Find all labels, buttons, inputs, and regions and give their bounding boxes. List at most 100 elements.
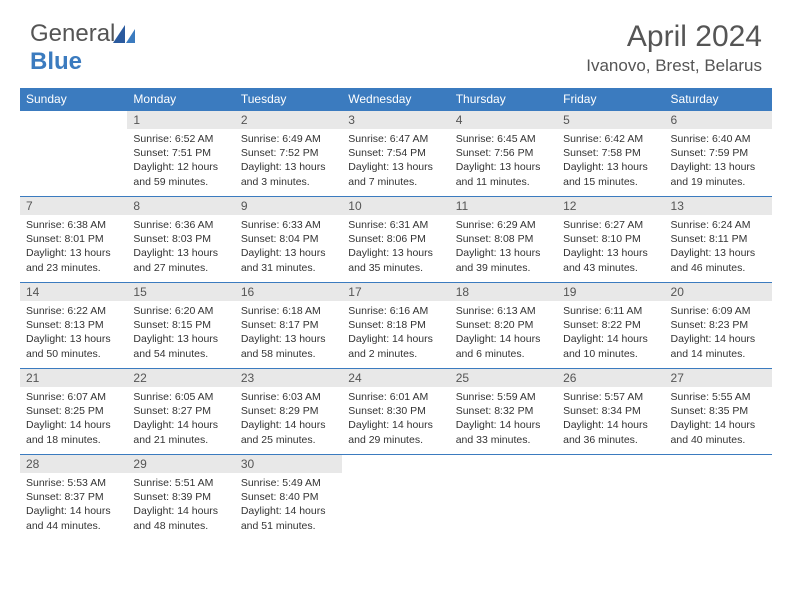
daylight-text: Daylight: 13 hours and 3 minutes. — [241, 160, 336, 188]
daylight-text: Daylight: 13 hours and 31 minutes. — [241, 246, 336, 274]
day-number: 28 — [20, 455, 127, 473]
daylight-text: Daylight: 13 hours and 11 minutes. — [456, 160, 551, 188]
day-info: Sunrise: 6:36 AMSunset: 8:03 PMDaylight:… — [127, 215, 234, 278]
day-info: Sunrise: 5:53 AMSunset: 8:37 PMDaylight:… — [20, 473, 127, 536]
daylight-text: Daylight: 14 hours and 44 minutes. — [26, 504, 121, 532]
weekday-header: Friday — [557, 88, 664, 111]
sunset-text: Sunset: 8:22 PM — [563, 318, 658, 332]
calendar-cell: 5Sunrise: 6:42 AMSunset: 7:58 PMDaylight… — [557, 111, 664, 197]
calendar-cell: 13Sunrise: 6:24 AMSunset: 8:11 PMDayligh… — [665, 197, 772, 283]
day-info: Sunrise: 6:38 AMSunset: 8:01 PMDaylight:… — [20, 215, 127, 278]
day-number: 3 — [342, 111, 449, 129]
logo: GeneralBlue — [30, 20, 135, 76]
day-number: 19 — [557, 283, 664, 301]
calendar-cell — [665, 455, 772, 541]
day-info: Sunrise: 6:03 AMSunset: 8:29 PMDaylight:… — [235, 387, 342, 450]
sunset-text: Sunset: 8:40 PM — [241, 490, 336, 504]
sunset-text: Sunset: 7:54 PM — [348, 146, 443, 160]
calendar-row: 1Sunrise: 6:52 AMSunset: 7:51 PMDaylight… — [20, 111, 772, 197]
calendar-cell: 20Sunrise: 6:09 AMSunset: 8:23 PMDayligh… — [665, 283, 772, 369]
logo-sail-icon — [113, 22, 135, 40]
day-info: Sunrise: 5:59 AMSunset: 8:32 PMDaylight:… — [450, 387, 557, 450]
calendar-cell: 12Sunrise: 6:27 AMSunset: 8:10 PMDayligh… — [557, 197, 664, 283]
daylight-text: Daylight: 13 hours and 50 minutes. — [26, 332, 121, 360]
calendar-cell: 10Sunrise: 6:31 AMSunset: 8:06 PMDayligh… — [342, 197, 449, 283]
calendar-cell: 28Sunrise: 5:53 AMSunset: 8:37 PMDayligh… — [20, 455, 127, 541]
day-number: 18 — [450, 283, 557, 301]
sunset-text: Sunset: 8:10 PM — [563, 232, 658, 246]
calendar-cell: 30Sunrise: 5:49 AMSunset: 8:40 PMDayligh… — [235, 455, 342, 541]
sunrise-text: Sunrise: 6:03 AM — [241, 390, 336, 404]
day-info: Sunrise: 6:42 AMSunset: 7:58 PMDaylight:… — [557, 129, 664, 192]
sunrise-text: Sunrise: 6:40 AM — [671, 132, 766, 146]
sunset-text: Sunset: 8:27 PM — [133, 404, 228, 418]
sunset-text: Sunset: 8:01 PM — [26, 232, 121, 246]
calendar-cell: 18Sunrise: 6:13 AMSunset: 8:20 PMDayligh… — [450, 283, 557, 369]
sunrise-text: Sunrise: 6:47 AM — [348, 132, 443, 146]
calendar-row: 14Sunrise: 6:22 AMSunset: 8:13 PMDayligh… — [20, 283, 772, 369]
day-number: 9 — [235, 197, 342, 215]
daylight-text: Daylight: 14 hours and 48 minutes. — [133, 504, 228, 532]
sunset-text: Sunset: 8:08 PM — [456, 232, 551, 246]
daylight-text: Daylight: 13 hours and 27 minutes. — [133, 246, 228, 274]
day-info: Sunrise: 5:55 AMSunset: 8:35 PMDaylight:… — [665, 387, 772, 450]
day-number: 24 — [342, 369, 449, 387]
sunset-text: Sunset: 8:39 PM — [133, 490, 228, 504]
weekday-header: Tuesday — [235, 88, 342, 111]
daylight-text: Daylight: 14 hours and 18 minutes. — [26, 418, 121, 446]
calendar-cell: 21Sunrise: 6:07 AMSunset: 8:25 PMDayligh… — [20, 369, 127, 455]
sunset-text: Sunset: 8:30 PM — [348, 404, 443, 418]
day-number: 14 — [20, 283, 127, 301]
calendar-cell: 4Sunrise: 6:45 AMSunset: 7:56 PMDaylight… — [450, 111, 557, 197]
sunrise-text: Sunrise: 5:51 AM — [133, 476, 228, 490]
daylight-text: Daylight: 14 hours and 29 minutes. — [348, 418, 443, 446]
day-number: 5 — [557, 111, 664, 129]
day-info: Sunrise: 6:27 AMSunset: 8:10 PMDaylight:… — [557, 215, 664, 278]
calendar-cell — [20, 111, 127, 197]
sunrise-text: Sunrise: 5:57 AM — [563, 390, 658, 404]
location: Ivanovo, Brest, Belarus — [586, 56, 762, 76]
day-info: Sunrise: 6:11 AMSunset: 8:22 PMDaylight:… — [557, 301, 664, 364]
sunrise-text: Sunrise: 6:29 AM — [456, 218, 551, 232]
calendar-cell: 25Sunrise: 5:59 AMSunset: 8:32 PMDayligh… — [450, 369, 557, 455]
sunset-text: Sunset: 8:17 PM — [241, 318, 336, 332]
daylight-text: Daylight: 13 hours and 7 minutes. — [348, 160, 443, 188]
sunset-text: Sunset: 7:59 PM — [671, 146, 766, 160]
daylight-text: Daylight: 14 hours and 6 minutes. — [456, 332, 551, 360]
sunrise-text: Sunrise: 5:59 AM — [456, 390, 551, 404]
daylight-text: Daylight: 13 hours and 54 minutes. — [133, 332, 228, 360]
calendar-cell: 9Sunrise: 6:33 AMSunset: 8:04 PMDaylight… — [235, 197, 342, 283]
day-number: 4 — [450, 111, 557, 129]
sunset-text: Sunset: 8:29 PM — [241, 404, 336, 418]
day-number: 23 — [235, 369, 342, 387]
weekday-header: Saturday — [665, 88, 772, 111]
day-info: Sunrise: 6:16 AMSunset: 8:18 PMDaylight:… — [342, 301, 449, 364]
sunrise-text: Sunrise: 6:11 AM — [563, 304, 658, 318]
weekday-header: Monday — [127, 88, 234, 111]
day-info: Sunrise: 6:20 AMSunset: 8:15 PMDaylight:… — [127, 301, 234, 364]
calendar-cell: 14Sunrise: 6:22 AMSunset: 8:13 PMDayligh… — [20, 283, 127, 369]
day-number: 10 — [342, 197, 449, 215]
calendar-cell: 22Sunrise: 6:05 AMSunset: 8:27 PMDayligh… — [127, 369, 234, 455]
calendar-cell: 29Sunrise: 5:51 AMSunset: 8:39 PMDayligh… — [127, 455, 234, 541]
sunrise-text: Sunrise: 6:22 AM — [26, 304, 121, 318]
sunset-text: Sunset: 7:52 PM — [241, 146, 336, 160]
sunset-text: Sunset: 7:58 PM — [563, 146, 658, 160]
sunset-text: Sunset: 8:04 PM — [241, 232, 336, 246]
calendar-cell: 6Sunrise: 6:40 AMSunset: 7:59 PMDaylight… — [665, 111, 772, 197]
weekday-header-row: Sunday Monday Tuesday Wednesday Thursday… — [20, 88, 772, 111]
day-number: 20 — [665, 283, 772, 301]
daylight-text: Daylight: 13 hours and 39 minutes. — [456, 246, 551, 274]
day-number: 17 — [342, 283, 449, 301]
sunrise-text: Sunrise: 6:01 AM — [348, 390, 443, 404]
day-number: 7 — [20, 197, 127, 215]
day-info: Sunrise: 5:57 AMSunset: 8:34 PMDaylight:… — [557, 387, 664, 450]
sunrise-text: Sunrise: 5:53 AM — [26, 476, 121, 490]
daylight-text: Daylight: 14 hours and 51 minutes. — [241, 504, 336, 532]
sunset-text: Sunset: 8:15 PM — [133, 318, 228, 332]
sunrise-text: Sunrise: 6:45 AM — [456, 132, 551, 146]
sunrise-text: Sunrise: 6:36 AM — [133, 218, 228, 232]
sunset-text: Sunset: 8:18 PM — [348, 318, 443, 332]
weekday-header: Sunday — [20, 88, 127, 111]
sunrise-text: Sunrise: 5:55 AM — [671, 390, 766, 404]
